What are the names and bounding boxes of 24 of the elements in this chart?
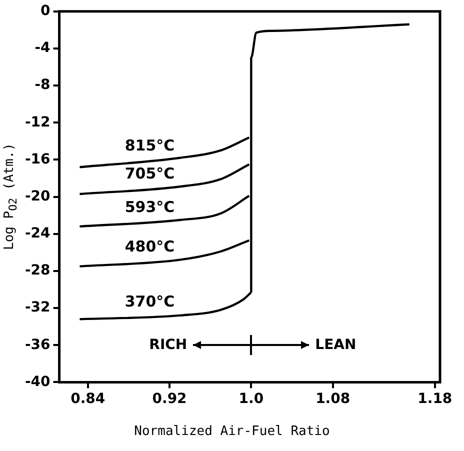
series-label: 815°C — [124, 136, 175, 155]
annotation: RICH — [149, 337, 188, 354]
series-label: 480°C — [124, 238, 175, 256]
y-tick-label: -8 — [34, 77, 50, 94]
series-label: 370°C — [124, 292, 175, 310]
x-tick-label: 1.08 — [316, 391, 350, 408]
series-label: 593°C — [124, 198, 175, 216]
annotation: LEAN — [315, 337, 356, 354]
y-tick-label: -40 — [24, 374, 51, 390]
y-tick-label: -16 — [24, 151, 50, 168]
y-tick-label: 0 — [40, 3, 51, 20]
y-tick-label: -36 — [24, 336, 50, 353]
x-tick-label: 0.84 — [70, 391, 106, 408]
y-tick-label: -32 — [24, 300, 50, 316]
y-tick-label: -28 — [24, 262, 50, 279]
y-tick-label: -24 — [24, 226, 51, 242]
y-tick-label: -4 — [34, 40, 51, 56]
x-axis-title: Normalized Air-Fuel Ratio — [133, 424, 331, 439]
y-tick-label: -12 — [24, 114, 50, 130]
x-tick-label: 0.92 — [152, 391, 187, 408]
series-label: 705°C — [124, 164, 175, 183]
x-tick-label: 1.18 — [418, 391, 452, 408]
y-tick-label: -20 — [24, 188, 51, 204]
x-tick-label: 1.0 — [238, 391, 264, 408]
